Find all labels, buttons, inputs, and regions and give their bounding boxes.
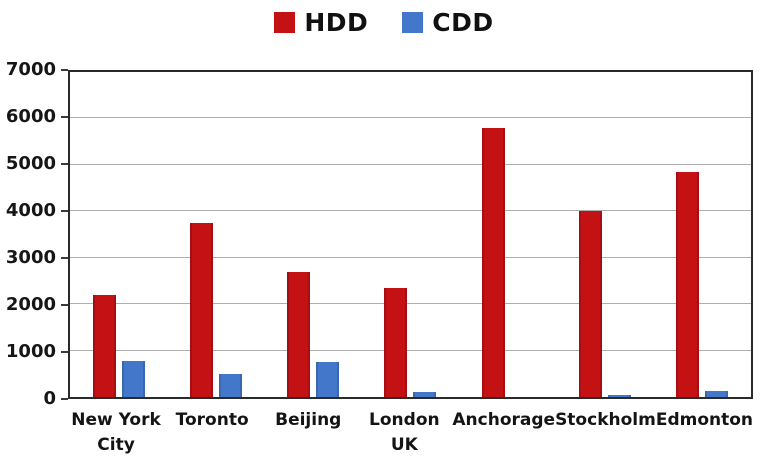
x-label-slot-toronto: Toronto [164,408,260,458]
y-tick-label: 6000 [5,106,56,127]
x-label-new-york-city: New York City [71,410,161,455]
y-tick-mark [61,116,68,118]
y-tick-mark [61,163,68,165]
bar-hdd-new-york-city [92,294,116,397]
bar-cdd-stockholm [608,394,632,397]
bar-hdd-toronto [189,222,213,397]
y-tick-mark [61,351,68,353]
cdd-legend-swatch [402,12,424,33]
bar-cdd-london-uk [413,392,437,397]
bar-cdd-toronto [218,373,242,397]
gridline [70,303,751,305]
bar-hdd-anchorage [481,127,505,397]
bar-hdd-edmonton [676,171,700,397]
y-tick-mark [61,69,68,71]
gridline [70,117,751,119]
bar-group-edmonton [654,72,751,397]
plot-grid [70,72,751,397]
gridline [70,349,751,351]
y-tick-mark [61,304,68,306]
bar-group-anchorage [459,72,556,397]
x-label-toronto: Toronto [175,410,249,430]
gridline [70,163,751,165]
x-axis-labels: New York City Toronto Beijing London UK Anch… [68,408,753,458]
y-tick-label: 5000 [5,153,56,174]
y-tick-label: 7000 [5,59,56,80]
y-tick-mark [61,210,68,212]
legend-item-cdd: CDD [402,8,493,37]
gridline [70,210,751,212]
bar-group-stockholm [556,72,653,397]
y-tick-mark [61,257,68,259]
y-tick-label: 1000 [5,341,56,362]
plot-area [68,70,753,399]
x-label-slot-anchorage: Anchorage [452,408,555,458]
x-label-edmonton: Edmonton [655,410,754,430]
legend-label-cdd: CDD [432,8,494,37]
x-label-slot-london-uk: London UK [356,408,452,458]
legend-item-hdd: HDD [274,8,368,37]
bar-cdd-edmonton [705,390,729,397]
y-tick-label: 2000 [5,294,56,315]
x-label-london-uk: London UK [369,410,440,455]
x-label-anchorage: Anchorage [452,410,556,430]
bar-hdd-london-uk [384,287,408,397]
x-label-slot-beijing: Beijing [260,408,356,458]
hdd-legend-swatch [274,12,296,33]
bar-hdd-beijing [287,271,311,397]
y-tick-label: 3000 [5,247,56,268]
x-label-slot-edmonton: Edmonton [656,408,753,458]
bar-group-new-york-city [70,72,167,397]
y-tick-mark [61,398,68,400]
bar-group-london-uk [362,72,459,397]
y-tick-label: 4000 [5,200,56,221]
x-label-stockholm: Stockholm [555,410,656,430]
y-tick-label: 0 [43,388,56,409]
bar-groups [70,72,751,397]
bar-cdd-new-york-city [121,360,145,397]
x-label-slot-stockholm: Stockholm [555,408,656,458]
gridline [70,256,751,258]
bar-group-toronto [167,72,264,397]
bar-cdd-beijing [316,362,340,397]
bar-group-beijing [265,72,362,397]
legend-label-hdd: HDD [304,8,369,37]
x-label-slot-new-york-city: New York City [68,408,164,458]
x-label-beijing: Beijing [275,410,342,430]
legend: HDD CDD [0,8,768,37]
bar-hdd-stockholm [579,211,603,397]
